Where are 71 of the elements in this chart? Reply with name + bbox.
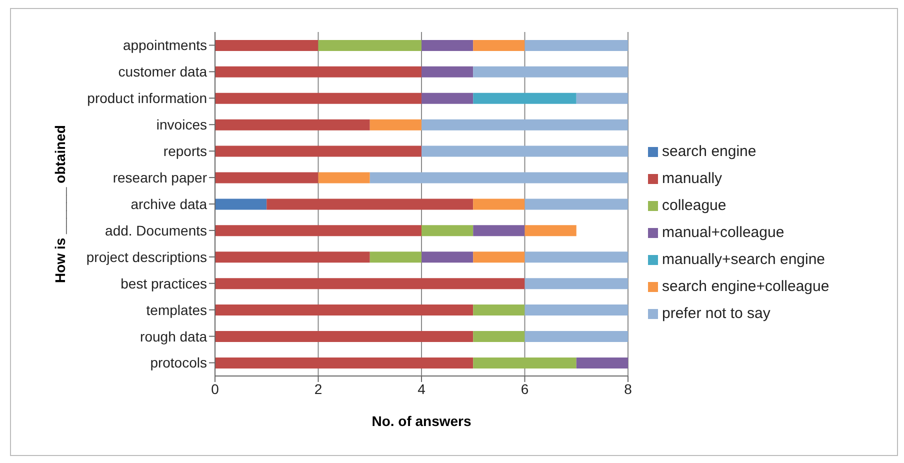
bar: [524, 278, 628, 290]
bar: [215, 119, 370, 130]
bar: [473, 304, 525, 316]
bar: [473, 40, 525, 51]
bar: [473, 252, 525, 263]
bar: [422, 92, 474, 104]
bar: [215, 198, 267, 210]
bar: [215, 252, 370, 263]
y-tick-label: appointments: [122, 37, 207, 54]
x-tick-label: 4: [418, 380, 426, 397]
bar: [370, 252, 422, 263]
y-axis-title: How is ______ obtained: [52, 125, 68, 283]
bar: [473, 198, 525, 210]
legend-label: manual+colleague: [662, 224, 784, 240]
bar: [524, 304, 628, 316]
bar: [422, 225, 474, 236]
bar: [524, 40, 628, 51]
bar: [524, 331, 628, 342]
y-tick-label: reports: [163, 143, 207, 160]
bar: [215, 66, 422, 78]
y-tick-label: best practices: [120, 275, 207, 292]
bar: [473, 225, 525, 236]
bar: [524, 252, 628, 263]
bar: [215, 304, 474, 316]
bar: [473, 66, 628, 78]
y-tick-label: project descriptions: [86, 248, 207, 265]
bar: [215, 278, 525, 290]
bar: [318, 172, 370, 184]
x-tick-label: 8: [624, 380, 632, 397]
bar: [422, 119, 628, 130]
bar: [370, 172, 628, 184]
bar: [215, 357, 474, 368]
legend-label: manually: [662, 170, 722, 186]
x-tick-label: 0: [211, 380, 220, 397]
y-tick-label: research paper: [112, 170, 208, 186]
y-tick-label: product information: [87, 90, 207, 106]
y-tick-label: rough data: [140, 328, 208, 344]
y-tick-label: templates: [146, 302, 207, 318]
legend-label: search engine: [662, 142, 756, 160]
bar: [266, 198, 474, 210]
bar: [422, 66, 474, 78]
bar: [473, 92, 576, 104]
bar: [215, 92, 422, 104]
bar: [576, 357, 628, 368]
bar: [215, 172, 318, 184]
bar: [473, 357, 576, 368]
bar: [524, 198, 628, 210]
y-tick-label: customer data: [118, 64, 208, 80]
bar: [422, 40, 474, 51]
bar: [473, 331, 525, 342]
bar: [370, 119, 422, 130]
y-tick-label: protocols: [150, 354, 207, 371]
bar: [524, 225, 576, 236]
y-tick-label: invoices: [156, 116, 207, 133]
bar: [318, 40, 422, 51]
bar: [422, 146, 628, 157]
y-tick-label: archive data: [130, 196, 208, 212]
legend-label: prefer not to say: [662, 304, 770, 322]
y-tick-label: add. Documents: [105, 222, 207, 238]
x-axis-title: No. of answers: [372, 413, 472, 429]
legend-label: manually+search engine: [662, 250, 826, 268]
bar: [215, 40, 318, 51]
bar: [422, 252, 474, 263]
bar: [215, 146, 422, 157]
legend-label: search engine+colleague: [662, 278, 830, 294]
bar: [576, 92, 628, 104]
x-tick-label: 6: [520, 380, 529, 397]
x-tick-label: 2: [314, 380, 322, 397]
legend-label: colleague: [662, 196, 726, 214]
bar: [215, 225, 422, 236]
bar: [215, 331, 474, 342]
